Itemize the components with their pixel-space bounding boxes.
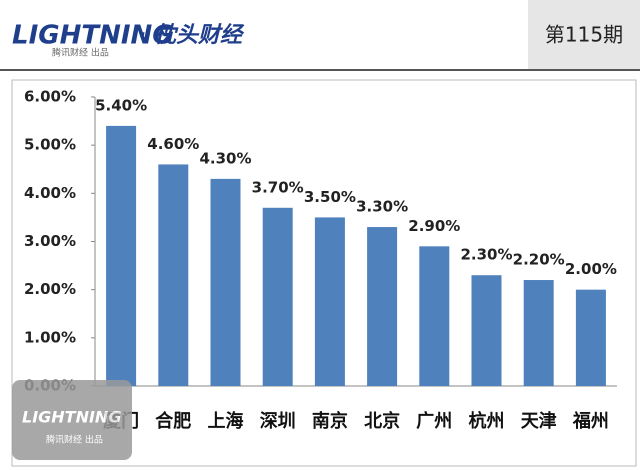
x-tick-label: 深圳 — [260, 410, 296, 432]
value-label: 3.30% — [356, 198, 408, 216]
watermark-logo: LIGHTNING — [22, 408, 121, 427]
y-tick-label: 4.00% — [24, 184, 76, 202]
value-label: 2.00% — [565, 260, 617, 278]
value-label: 3.50% — [304, 188, 356, 206]
bar — [367, 227, 398, 386]
bar — [419, 246, 450, 386]
logo: LIGHTNING — [12, 21, 174, 51]
x-tick-label: 南京 — [312, 410, 348, 432]
issue: 第115期 — [545, 23, 623, 47]
value-label: 2.20% — [513, 251, 565, 269]
x-tick-label: 合肥 — [155, 410, 191, 432]
value-label: 4.60% — [147, 135, 199, 153]
brand: · 枕头财经 — [138, 22, 245, 48]
x-tick-label: 杭州 — [469, 410, 505, 432]
bar — [106, 125, 137, 387]
bar — [471, 275, 502, 386]
issue-box — [528, 0, 640, 70]
publisher: 腾讯财经 出品 — [52, 47, 109, 59]
value-label: 2.30% — [460, 246, 512, 264]
y-tick-label: 6.00% — [24, 88, 76, 106]
x-tick-label: 福州 — [572, 410, 609, 432]
bar — [158, 164, 189, 386]
x-tick-label: 广州 — [416, 410, 452, 432]
y-tick-label: 1.00% — [24, 328, 76, 346]
value-label: 4.30% — [199, 149, 251, 167]
bar — [210, 178, 241, 386]
value-label: 5.40% — [95, 96, 147, 114]
bar — [314, 217, 345, 386]
y-tick-label: 5.00% — [24, 136, 76, 154]
watermark: LIGHTNING 腾讯财经 出品 — [12, 380, 132, 460]
bar — [575, 289, 606, 386]
y-tick-label: 2.00% — [24, 280, 76, 298]
chart-frame — [11, 79, 637, 467]
watermark-bg — [12, 380, 132, 460]
x-tick-label: 北京 — [364, 410, 400, 432]
y-tick-label: 3.00% — [24, 232, 76, 250]
bar — [523, 280, 554, 386]
value-label: 2.90% — [408, 217, 460, 235]
x-tick-label: 上海 — [208, 410, 244, 432]
bar — [262, 207, 293, 386]
value-label: 3.70% — [252, 178, 304, 196]
watermark-publisher: 腾讯财经 出品 — [46, 434, 103, 446]
x-tick-label: 天津 — [521, 410, 557, 432]
